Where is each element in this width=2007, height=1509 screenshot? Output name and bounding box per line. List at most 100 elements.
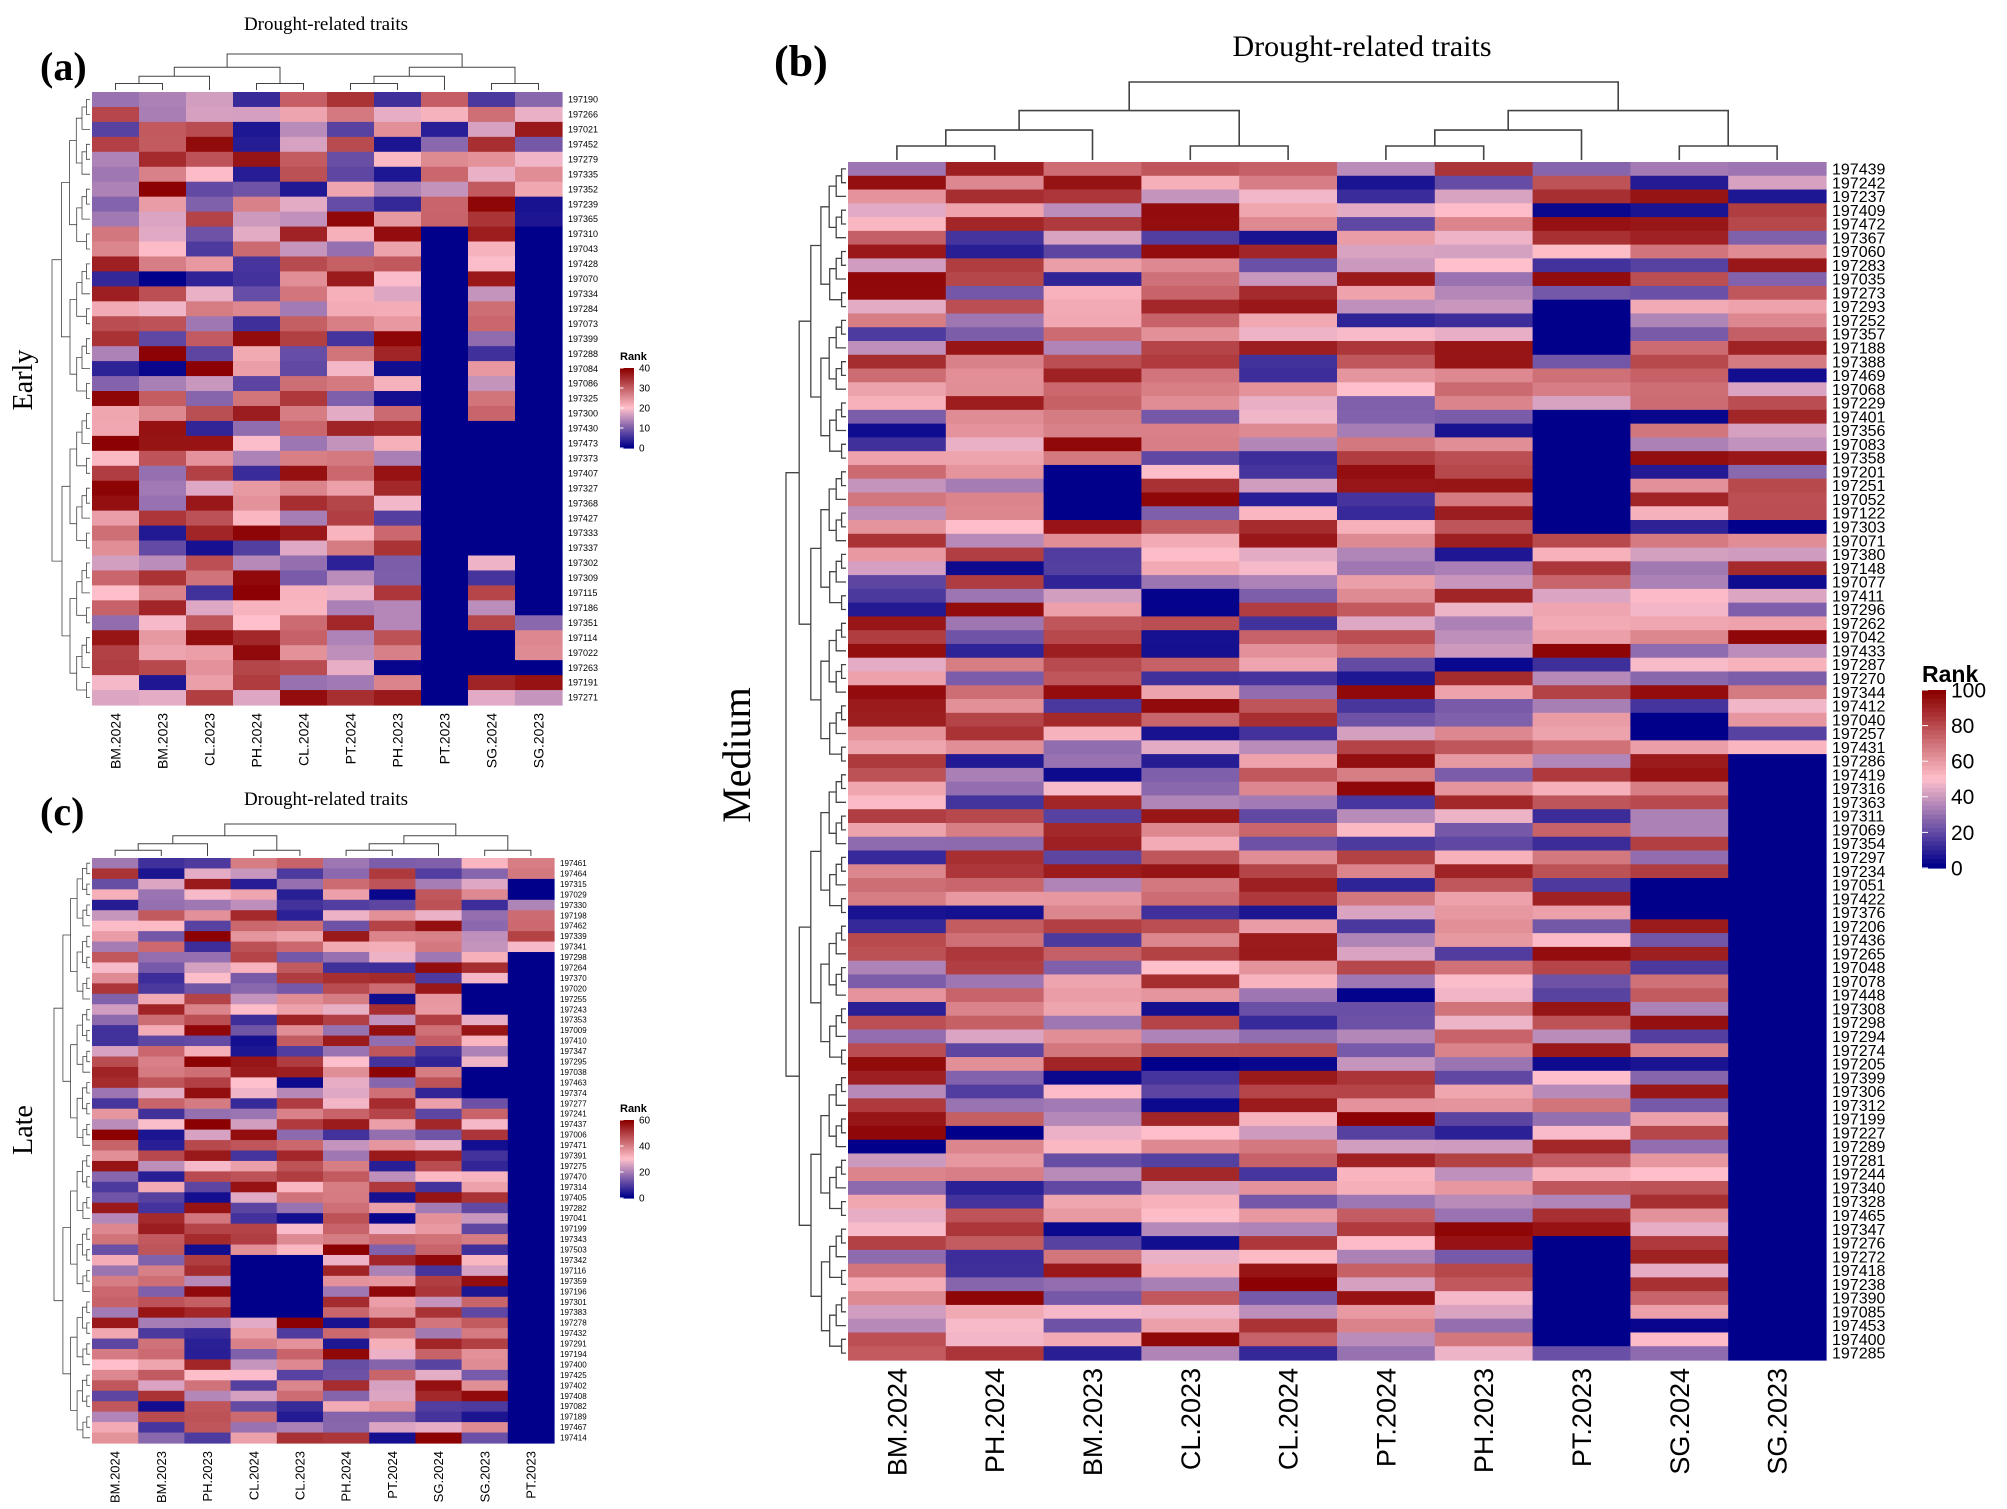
legend-swatch [620,1121,634,1125]
heatmap-cell [139,690,187,706]
heatmap-cell [1728,175,1827,191]
heatmap-cell [1337,299,1436,315]
heatmap-cell [374,615,422,631]
heatmap-cell [276,1223,324,1235]
heatmap-cell [139,465,187,482]
heatmap-cell [1141,396,1240,411]
heatmap-cell [415,1192,463,1204]
heatmap-cell [369,1140,416,1152]
heatmap-cell [1532,1167,1631,1182]
heatmap-cell [1728,575,1827,590]
heatmap-cell [186,615,234,631]
heatmap-cell [468,241,516,258]
heatmap-cell [230,1223,278,1235]
heatmap-cell [1532,1084,1631,1099]
heatmap-cell [1630,217,1729,232]
legend-swatch [620,1143,634,1146]
heatmap-cell [139,211,187,228]
heatmap-cell [945,726,1045,741]
heatmap-cell [848,795,947,810]
heatmap-cell [374,151,422,168]
heatmap-cell [461,1150,509,1162]
row-label: 197407 [568,468,598,478]
heatmap-cell [848,1236,947,1251]
row-label: 197297 [1832,850,1885,867]
heatmap-cell [374,540,422,557]
heatmap-cell [1043,313,1142,328]
legend-swatch [620,1188,634,1191]
heatmap-cell [186,166,234,183]
heatmap-cell [1434,1057,1534,1072]
heatmap-cell [848,602,947,618]
row-label: 197190 [568,95,598,105]
heatmap-cell [1728,1098,1827,1113]
row-label: 197073 [568,319,598,329]
row-dendrogram-branch [835,1015,846,1038]
heatmap-cell [1434,230,1534,246]
heatmap-cell [1337,616,1436,631]
heatmap-cell [369,858,416,870]
heatmap-cell [1337,588,1436,604]
legend-swatch [1922,690,1946,696]
heatmap-cell [1728,272,1827,287]
row-label: 197298 [560,953,587,962]
heatmap-cell [276,1432,324,1444]
heatmap-cell [186,361,234,377]
heatmap-cell [1728,1318,1827,1334]
heatmap-cell [421,196,469,213]
column-label: CL.2023 [1176,1368,1206,1470]
row-label: 197383 [560,1308,587,1317]
heatmap-cell [1043,960,1142,976]
heatmap-cell [1728,244,1827,259]
heatmap-cell [1728,781,1827,797]
heatmap-cell [1630,781,1729,797]
heatmap-cell [1043,919,1142,934]
heatmap-cell [186,256,234,273]
heatmap-cell [233,346,281,362]
heatmap-cell [92,1192,139,1204]
heatmap-cell [515,405,563,422]
heatmap-cell [1337,1167,1436,1182]
heatmap-cell [1434,492,1534,507]
heatmap-cell [1337,451,1436,466]
heatmap-cell [1728,1194,1827,1210]
heatmap-cell [276,1213,324,1225]
heatmap-cell [1043,1180,1142,1196]
row-dendrogram-branch [76,656,87,691]
heatmap-cell [848,588,947,604]
heatmap-cell [138,1275,185,1287]
heatmap-cell [1043,547,1142,562]
row-dendrogram-branch [53,1007,63,1302]
row-label: 197237 [1832,189,1885,206]
heatmap-cell [1239,836,1338,852]
heatmap-cell [1532,409,1631,425]
heatmap-cell [184,1181,232,1193]
row-label: 197048 [1832,960,1885,977]
heatmap-cell [276,1202,324,1214]
legend-swatch [620,370,634,373]
row-dendrogram-branch [840,1228,846,1244]
legend-swatch [1922,738,1946,744]
heatmap-cell [1434,1180,1534,1196]
heatmap-cell [1141,368,1240,383]
column-label: BM.2024 [107,713,123,769]
heatmap-cell [369,868,416,880]
heatmap-cell [276,1098,324,1110]
row-label: 197328 [1832,1194,1885,1211]
row-dendrogram-branch [785,472,800,1077]
heatmap-cell [468,600,516,616]
heatmap-cell [945,740,1045,755]
heatmap-cell [848,1057,947,1072]
heatmap-cell [233,555,281,572]
heatmap-cell [945,1070,1045,1086]
heatmap-cell [1728,726,1827,741]
heatmap-cell [186,331,234,347]
heatmap-cell [1434,809,1534,824]
heatmap-cell [92,525,140,542]
heatmap-cell [138,1046,185,1058]
column-dendrogram-branch [1385,145,1485,160]
heatmap-cell [280,211,328,228]
heatmap-cell [327,405,375,422]
